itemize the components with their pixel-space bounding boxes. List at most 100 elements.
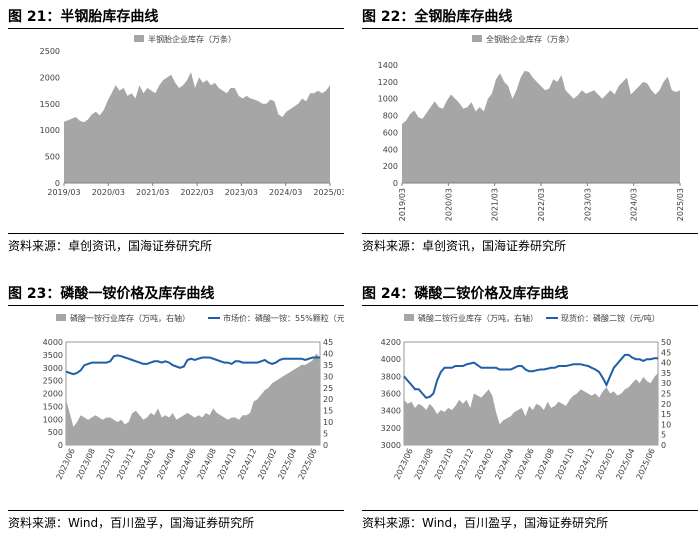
x-tick-label: 2023/12 (453, 447, 475, 481)
y-right-tick-label: 30 (661, 379, 671, 388)
chart-semi-steel-inventory: 半钢胎企业库存（万条） 0 500 1000 1500 2000 2500 2019/03 20… (40, 34, 344, 197)
y-tick-label: 1400 (378, 61, 398, 70)
y-tick-label: 1000 (378, 95, 398, 104)
x-tick-label: 2022/03 (537, 188, 546, 221)
y-right-tick-label: 45 (661, 348, 671, 357)
source-note: 资料来源：Wind，百川盈孚，国海证券研究所 (8, 516, 255, 530)
x-tick-label: 2025/04 (276, 447, 298, 481)
x-tick-label: 2020/03 (444, 188, 453, 221)
y-right-tick-label: 50 (661, 338, 671, 347)
x-tick-label: 2021/03 (491, 188, 500, 221)
x-tick-label: 2025/02 (594, 447, 616, 481)
y-tick-label: 0 (393, 179, 398, 188)
area-series-inventory (64, 72, 330, 183)
chart-all-steel-inventory: 全钢胎企业库存（万条） 0 200 400 600 800 1000 1200 1400 2019… (378, 34, 685, 221)
y-right-tick-label: 40 (323, 349, 333, 358)
y-left-tick-label: 500 (48, 428, 63, 437)
line-series-price (65, 354, 320, 376)
x-tick-label: 2024/08 (196, 447, 218, 481)
source-rule (8, 510, 344, 511)
title-rule (8, 28, 344, 29)
y-right-tick-label: 40 (661, 359, 671, 368)
legend-label-price: 市场价：磷酸一铵：55%颗粒（元/吨） (223, 313, 344, 323)
y-right-tick-label: 20 (323, 395, 333, 404)
y-left-tick-label: 3000 (381, 441, 401, 450)
title-rule (362, 305, 698, 306)
y-left-tick-label: 1000 (43, 415, 63, 424)
area-series-inventory (66, 353, 320, 445)
y-right-tick-label: 20 (661, 400, 671, 409)
y-tick-label: 200 (383, 162, 398, 171)
panel-dap: 图 24：磷酸二铵价格及库存曲线 磷酸二铵行业库存（万吨，右轴） 现货价：磷酸二铵… (362, 283, 700, 543)
panel-map: 图 23：磷酸一铵价格及库存曲线 磷酸一铵行业库存（万吨，右轴） 市场价：磷酸一铵… (8, 283, 348, 543)
y-left-tick-label: 3800 (381, 372, 401, 381)
x-tick-label: 2024/03 (269, 188, 302, 197)
y-right-tick-label: 0 (661, 441, 666, 450)
y-right-tick-label: 35 (661, 369, 671, 378)
source-note: 资料来源：卓创资讯，国海证券研究所 (8, 239, 213, 253)
y-left-tick-label: 2500 (43, 377, 63, 386)
x-tick-label: 2023/03 (225, 188, 258, 197)
x-tick-label: 2025/06 (635, 447, 657, 481)
x-tick-label: 2024/12 (236, 447, 258, 481)
legend-label-inventory: 磷酸二铵行业库存（万吨，右轴） (418, 313, 538, 323)
chart-title: 图 23：磷酸一铵价格及库存曲线 (8, 286, 215, 302)
x-tick-label: 2019/03 (47, 188, 80, 197)
x-tick-label: 2023/10 (95, 447, 117, 481)
chart-title: 图 21：半钢胎库存曲线 (8, 9, 159, 25)
y-right-tick-label: 0 (323, 441, 328, 450)
y-left-tick-label: 4000 (381, 355, 401, 364)
x-tick-label: 2025/02 (256, 447, 278, 481)
area-series-inventory (404, 372, 658, 445)
y-tick-label: 500 (45, 153, 60, 162)
y-right-tick-label: 15 (661, 410, 671, 419)
y-right-tick-label: 15 (323, 407, 333, 416)
legend-swatch-inventory (404, 314, 414, 321)
x-tick-label: 2023/08 (413, 447, 435, 481)
legend-label-inventory: 磷酸一铵行业库存（万吨，右轴） (70, 313, 190, 323)
chart-dap-price-inventory: 磷酸二铵行业库存（万吨，右轴） 现货价：磷酸二铵（元/吨） 3000 3200 3400… (381, 313, 672, 481)
legend-label: 半钢胎企业库存（万条） (148, 34, 236, 44)
x-tick-label: 2025/03 (676, 188, 685, 221)
y-left-tick-label: 3400 (381, 407, 401, 416)
x-tick-label: 2024/02 (473, 447, 495, 481)
x-tick-label: 2024/02 (135, 447, 157, 481)
y-left-tick-label: 3600 (381, 390, 401, 399)
y-tick-label: 800 (383, 112, 398, 121)
source-rule (362, 233, 698, 234)
x-tick-label: 2024/10 (554, 447, 576, 481)
x-tick-label: 2023/08 (75, 447, 97, 481)
x-tick-label: 2024/12 (574, 447, 596, 481)
panel-semi-steel: 图 21：半钢胎库存曲线 半钢胎企业库存（万条） 0 500 1000 1500 2000… (8, 6, 348, 266)
chart-title: 图 22：全钢胎库存曲线 (362, 9, 513, 25)
y-right-tick-label: 10 (661, 420, 671, 429)
x-tick-label: 2024/06 (176, 447, 198, 481)
x-tick-label: 2023/06 (393, 447, 415, 481)
y-left-tick-label: 4200 (381, 338, 401, 347)
line-series-price (403, 353, 658, 399)
legend-label-price: 现货价：磷酸二铵（元/吨） (561, 313, 660, 323)
source-note: 资料来源：Wind，百川盈孚，国海证券研究所 (362, 516, 609, 530)
x-tick-label: 2025/06 (297, 447, 319, 481)
x-tick-label: 2024/10 (216, 447, 238, 481)
y-right-tick-label: 5 (661, 431, 666, 440)
x-tick-label: 2024/08 (534, 447, 556, 481)
y-right-tick-label: 25 (323, 384, 333, 393)
area-series-inventory (402, 70, 680, 183)
x-tick-label: 2025/04 (614, 447, 636, 481)
x-tick-label: 2023/03 (583, 188, 592, 221)
x-tick-label: 2023/06 (55, 447, 77, 481)
y-tick-label: 1000 (40, 126, 60, 135)
x-tick-label: 2023/12 (115, 447, 137, 481)
y-right-tick-label: 45 (323, 338, 333, 347)
x-tick-label: 2019/03 (398, 188, 407, 221)
x-tick-label: 2024/04 (155, 447, 177, 481)
y-left-tick-label: 4000 (43, 338, 63, 347)
y-tick-label: 600 (383, 128, 398, 137)
y-right-tick-label: 35 (323, 361, 333, 370)
y-left-tick-label: 3500 (43, 351, 63, 360)
legend-swatch (134, 35, 144, 42)
source-rule (8, 233, 344, 234)
y-right-tick-label: 5 (323, 430, 328, 439)
x-tick-label: 2020/03 (92, 188, 125, 197)
